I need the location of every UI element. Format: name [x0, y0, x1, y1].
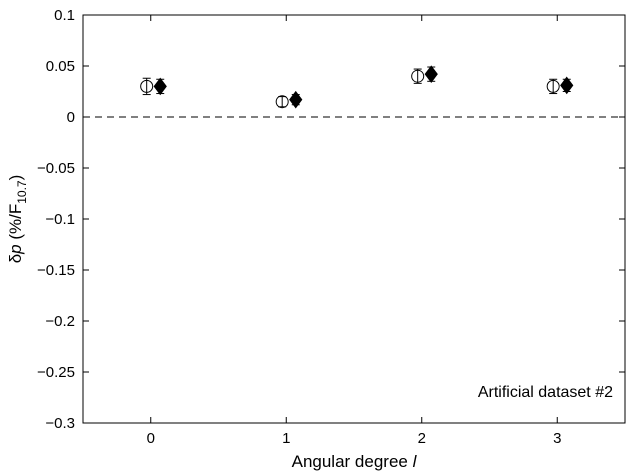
x-tick-label: 1 [282, 430, 290, 447]
y-axis-title-delta: δ [6, 254, 25, 263]
data-point-circle [275, 95, 289, 109]
y-tick-label: −0.1 [45, 211, 75, 228]
x-axis-title-var: l [413, 452, 418, 471]
plot-frame [82, 14, 626, 424]
y-tick-label: 0 [67, 109, 75, 126]
y-tick-label: −0.15 [37, 262, 75, 279]
y-axis-title-var: p [6, 244, 25, 254]
y-tick-label: −0.05 [37, 160, 75, 177]
y-tick-label: 0.1 [54, 7, 75, 24]
data-point-diamond [289, 90, 303, 109]
data-point-circle [411, 69, 425, 83]
annotation-text: Artificial dataset #2 [478, 384, 613, 401]
x-tick-label: 3 [553, 430, 561, 447]
y-tick-label: −0.3 [45, 415, 75, 432]
y-axis-title-sub: 10.7 [15, 180, 29, 204]
y-tick-label: 0.05 [46, 58, 75, 75]
ticks: 0.1 0.05 0 −0.05 −0.1 −0.15 −0.2 −0.25 −0.3 0 1 2 3 [37, 7, 625, 447]
y-axis-title: δp (%/F10.7) [6, 175, 29, 264]
y-axis-title-unit: (%/F [6, 204, 25, 245]
marks [83, 65, 625, 118]
x-tick-label: 0 [147, 430, 155, 447]
x-axis-title: Angular degree l [292, 452, 418, 471]
x-axis-title-text: Angular degree [292, 452, 413, 471]
y-tick-label: −0.2 [45, 313, 75, 330]
data-point-diamond [424, 65, 438, 83]
data-point-circle [546, 79, 560, 93]
x-tick-label: 2 [418, 430, 426, 447]
y-axis-title-close: ) [6, 175, 25, 181]
y-tick-label: −0.25 [37, 364, 75, 381]
data-point-circle [140, 79, 154, 93]
data-point-diamond [153, 77, 167, 96]
data-point-diamond [560, 76, 574, 95]
